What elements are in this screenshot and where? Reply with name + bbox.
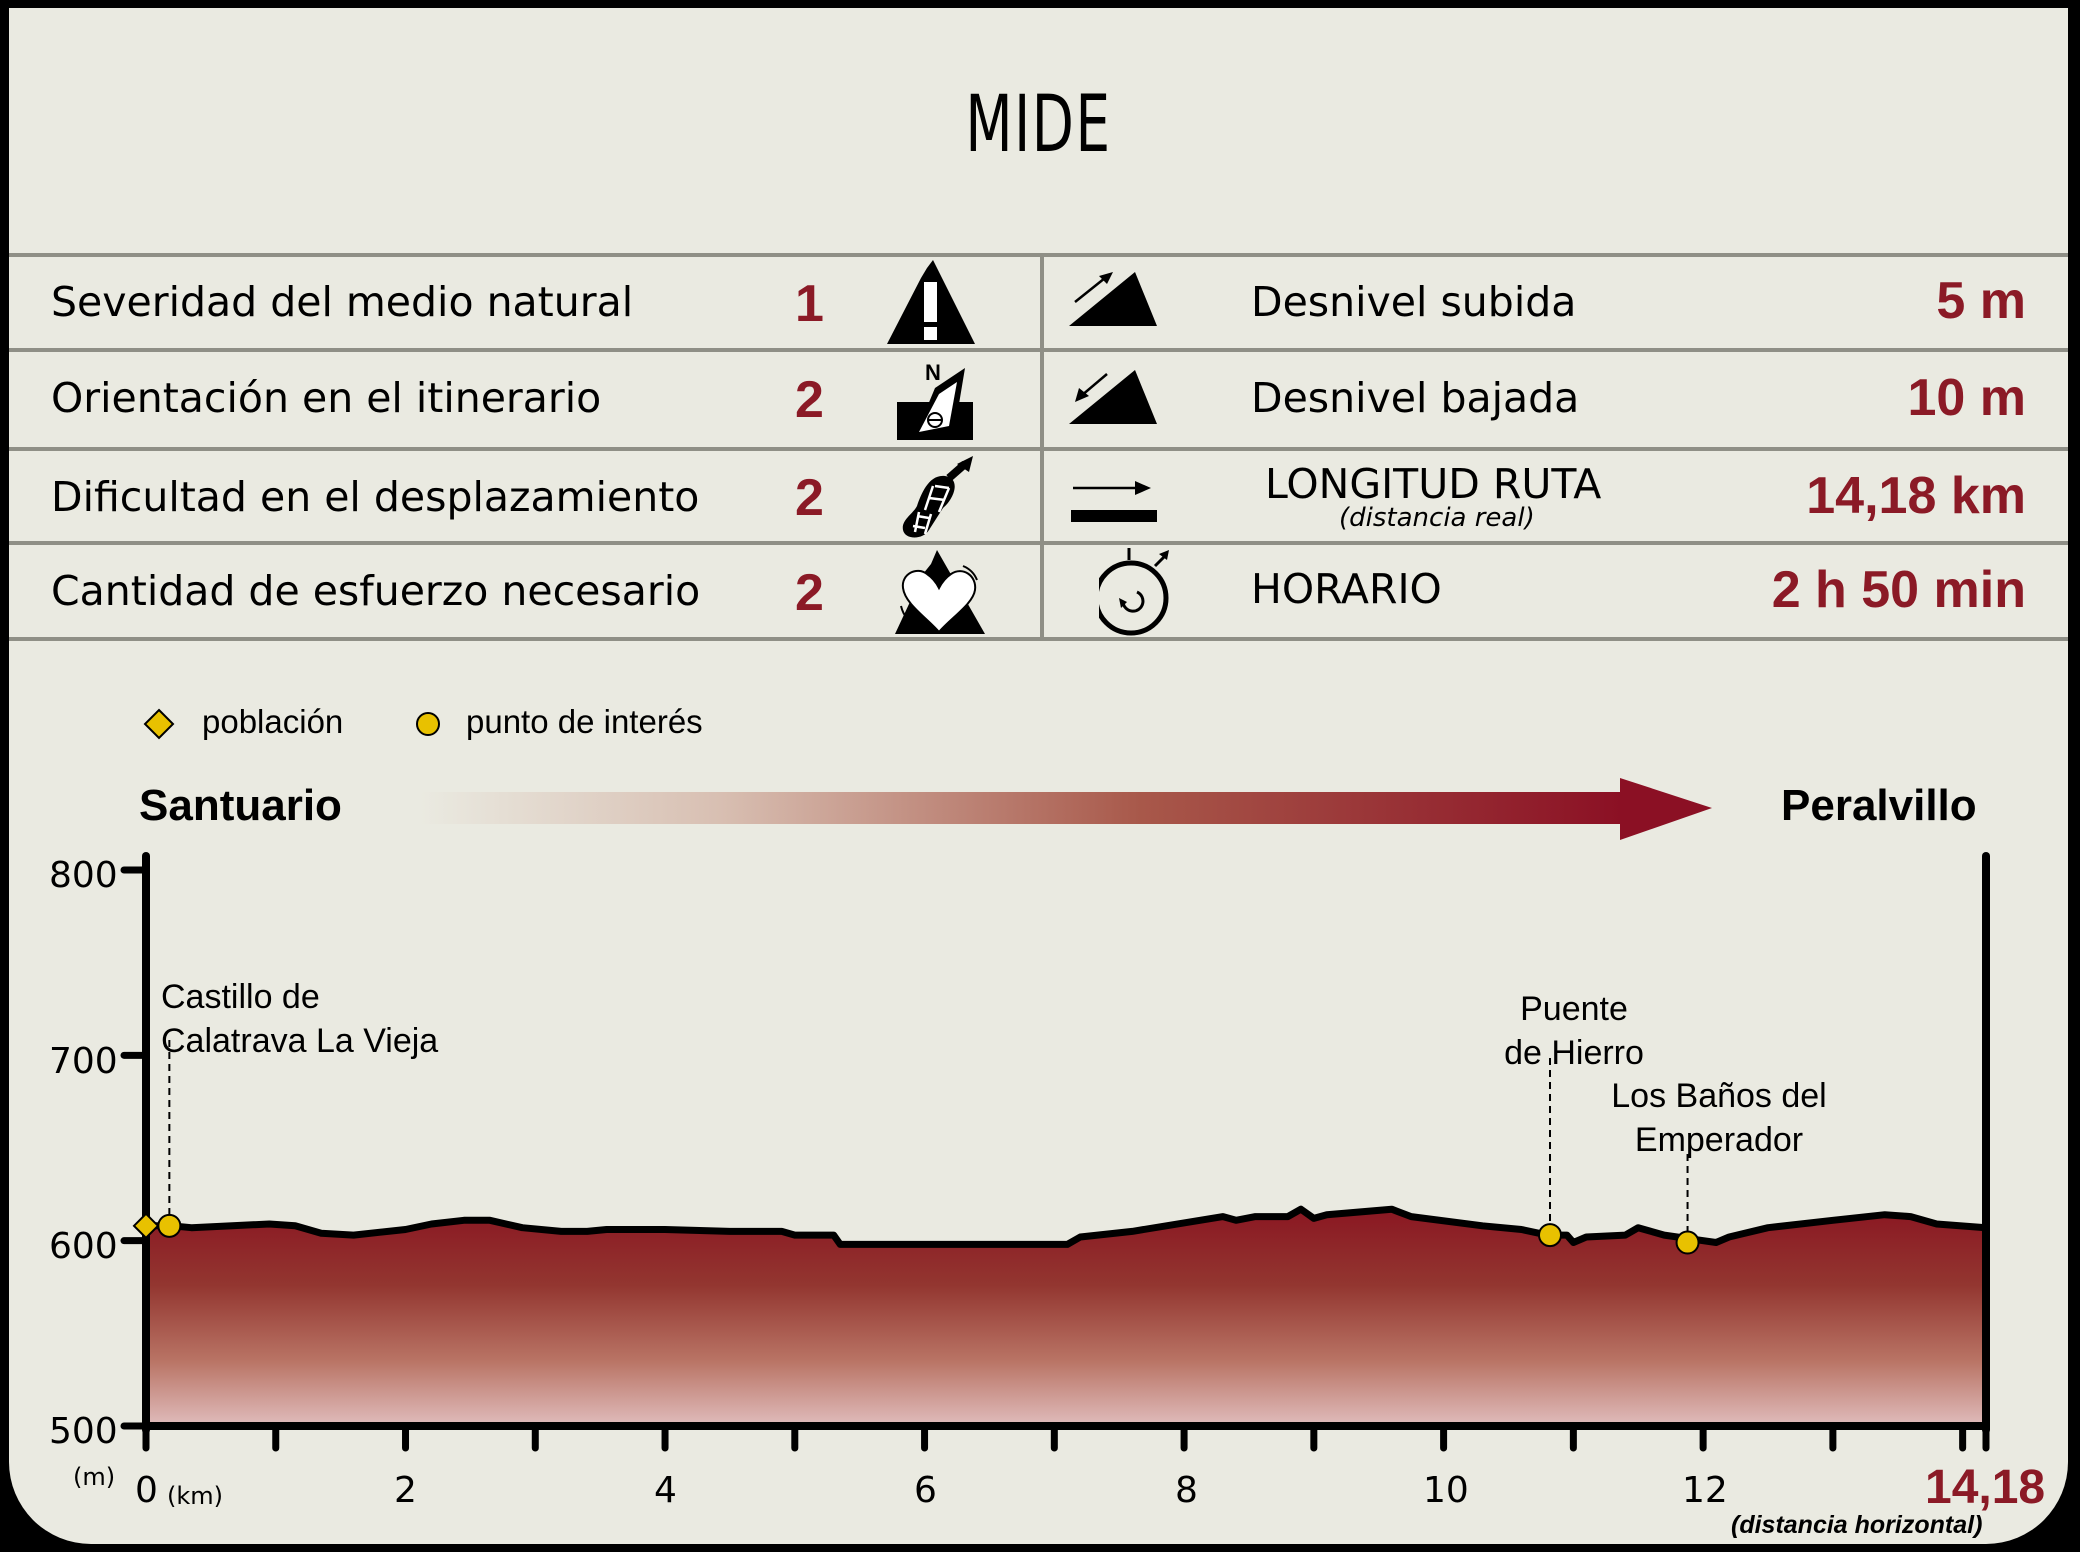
mountain-warning-icon — [887, 260, 975, 344]
stopwatch-icon — [1099, 548, 1169, 636]
row-label: Desnivel subida — [1251, 278, 1577, 326]
x-tick-label: 8 — [1175, 1470, 1198, 1511]
circle-marker-icon — [1538, 1223, 1563, 1248]
route-start-label: Santuario — [139, 781, 342, 830]
row-label: LONGITUD RUTA — [1265, 460, 1602, 508]
x-tick-label: 12 — [1682, 1470, 1728, 1511]
circle-marker-icon — [1675, 1230, 1700, 1255]
row-value: 1 — [795, 275, 824, 333]
table-divider — [9, 348, 2068, 352]
row-label: Orientación en el itinerario — [51, 374, 602, 422]
legend-label-punto-interes: punto de interés — [466, 703, 703, 740]
x-tick-label: 0 — [135, 1470, 158, 1511]
descent-icon — [1069, 370, 1157, 424]
row-note: (distancia real) — [1339, 503, 1535, 533]
elevation-area — [146, 1209, 1986, 1426]
y-tick-label: 800 — [49, 855, 118, 896]
table-divider — [9, 541, 2068, 545]
heart-mountain-icon — [895, 550, 985, 634]
page-title: MIDE — [965, 80, 1112, 170]
compass-north-icon: N — [897, 360, 973, 440]
row-value: 2 — [795, 371, 824, 429]
boot-sole-icon — [902, 456, 973, 538]
x-tick-label: 2 — [394, 1470, 417, 1511]
row-label: Dificultad en el desplazamiento — [51, 473, 700, 521]
mide-card: MIDE Severidad del medio natural 1 Orien… — [9, 8, 2068, 1544]
diamond-marker-icon — [143, 708, 175, 740]
x-axis-note: (distancia horizontal) — [1731, 1511, 1983, 1539]
distance-icon — [1071, 481, 1157, 522]
table-divider — [9, 447, 2068, 451]
elevation-profile-chart — [120, 778, 1990, 1452]
annotation-puente-hierro: Puente de Hierro — [1504, 990, 1644, 1072]
table-column-divider — [1040, 253, 1044, 637]
table-divider — [9, 253, 2068, 257]
circle-marker-icon — [157, 1213, 182, 1238]
row-value: 5 m — [1936, 272, 2026, 330]
svg-text:N: N — [925, 360, 941, 385]
row-label: Desnivel bajada — [1251, 374, 1580, 422]
x-axis-unit: (km) — [167, 1482, 224, 1510]
y-tick-label: 700 — [49, 1041, 118, 1082]
x-end-label: 14,18 — [1925, 1461, 2046, 1514]
annotation-castillo: Castillo de Calatrava La Vieja — [161, 978, 439, 1060]
x-tick-label: 4 — [654, 1470, 677, 1511]
row-label: HORARIO — [1251, 565, 1442, 613]
row-label: Cantidad de esfuerzo necesario — [51, 567, 701, 615]
row-value: 2 — [795, 564, 824, 622]
diamond-marker-icon — [132, 1212, 160, 1240]
row-value: 10 m — [1907, 369, 2026, 427]
direction-arrow — [420, 778, 1712, 840]
row-value: 14,18 km — [1806, 467, 2026, 525]
legend-label-poblacion: población — [202, 703, 344, 740]
row-value: 2 — [795, 469, 824, 527]
x-tick-label: 6 — [914, 1470, 937, 1511]
circle-marker-icon — [416, 712, 440, 736]
ascent-icon — [1069, 272, 1157, 326]
row-value: 2 h 50 min — [1771, 561, 2026, 619]
y-tick-label: 600 — [49, 1226, 118, 1267]
x-tick-label: 10 — [1423, 1470, 1469, 1511]
table-divider — [9, 637, 2068, 641]
annotation-banos-emperador: Los Baños del Emperador — [1611, 1077, 1827, 1159]
y-tick-label: 500 — [49, 1411, 118, 1452]
y-axis-unit: (m) — [73, 1463, 116, 1491]
row-label: Severidad del medio natural — [51, 278, 634, 326]
route-end-label: Peralvillo — [1781, 781, 1977, 830]
